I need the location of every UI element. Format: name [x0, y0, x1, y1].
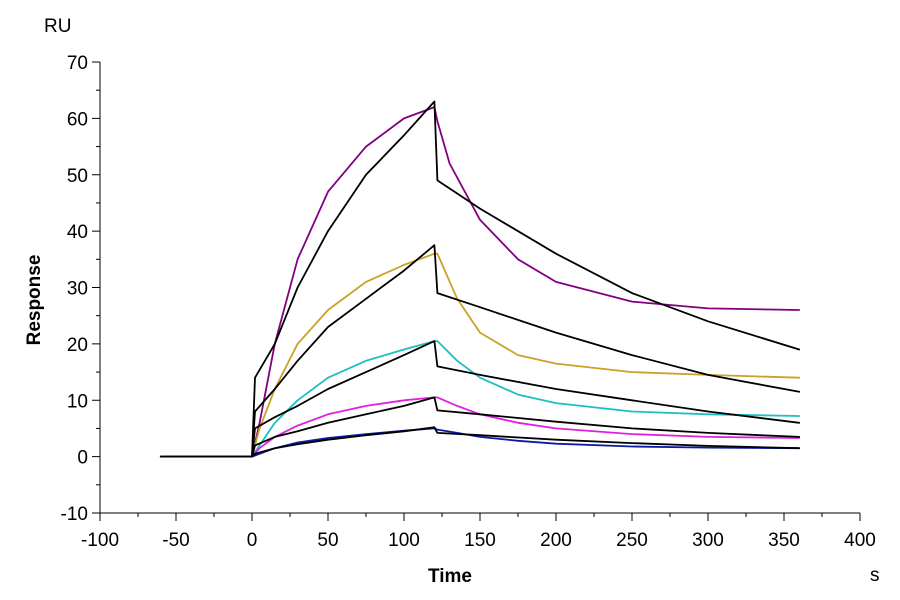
x-unit-label: s	[870, 565, 880, 586]
fit-curve-9	[159, 426, 801, 458]
x-tick-label: -50	[162, 530, 189, 551]
y-tick-label: 30	[67, 279, 88, 300]
y-tick-label: 10	[67, 391, 88, 412]
response-curve-6	[159, 396, 801, 458]
fit-curve-3	[159, 244, 801, 458]
x-tick-label: 0	[247, 530, 258, 551]
x-tick-label: 50	[317, 530, 338, 551]
y-unit-label: RU	[44, 16, 71, 37]
y-axis-title: Response	[24, 255, 45, 346]
x-ticks: -100 -50 0 50 100 150 200 250 300 350 400	[81, 513, 876, 551]
y-tick-label: 60	[67, 109, 88, 130]
axes	[99, 62, 860, 514]
y-ticks: -10 0 10 20 30 40 50 60 70	[61, 53, 100, 525]
x-tick-label: 200	[540, 530, 572, 551]
series-layer	[159, 100, 801, 458]
y-tick-label: 20	[67, 335, 88, 356]
fit-curve-7	[159, 396, 801, 458]
fit-curve-1	[159, 100, 801, 458]
response-curve-0	[159, 106, 801, 458]
y-tick-label: 40	[67, 222, 88, 243]
x-tick-label: 350	[768, 530, 800, 551]
x-tick-label: 150	[464, 530, 496, 551]
y-tick-label: 50	[67, 166, 88, 187]
x-axis-title: Time	[428, 566, 472, 587]
fit-curve-5	[159, 340, 801, 458]
x-tick-label: 300	[692, 530, 724, 551]
x-tick-label: 100	[388, 530, 420, 551]
response-curve-2	[159, 252, 801, 458]
y-tick-label: 70	[67, 53, 88, 74]
x-tick-label: 250	[616, 530, 648, 551]
x-tick-label: -100	[81, 530, 119, 551]
response-curve-4	[159, 340, 801, 458]
x-tick-label: 400	[844, 530, 876, 551]
y-tick-label: 0	[77, 448, 88, 469]
y-tick-label: -10	[61, 504, 88, 525]
